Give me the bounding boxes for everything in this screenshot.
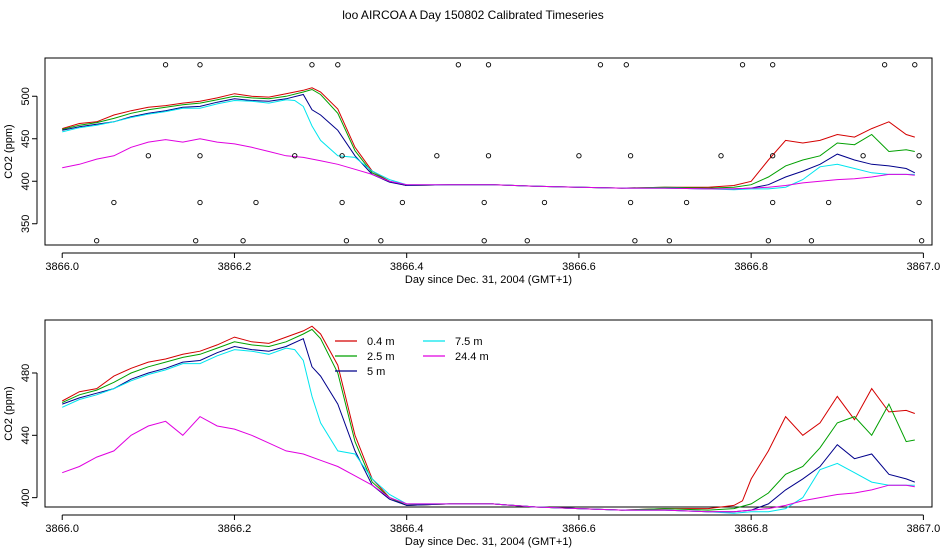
x-tick-label: 3866.4 — [390, 523, 424, 535]
sample-marker — [919, 238, 925, 244]
y-tick-label: 480 — [20, 364, 32, 382]
sample-marker — [916, 199, 922, 206]
y-tick-label: 450 — [20, 130, 32, 148]
sample-marker — [623, 62, 629, 68]
sample-marker — [145, 153, 151, 159]
sample-marker — [627, 153, 634, 159]
x-tick-label: 3866.0 — [45, 261, 79, 273]
top-plot-panel: 3866.0 3866.2 3866.4 3866.6 3866.8 3867.0 Day … — [3, 57, 941, 286]
plot-frame — [44, 57, 933, 246]
x-tick-label: 3866.4 — [390, 261, 424, 273]
series-line-7-5-m — [61, 347, 915, 514]
x-tick-label: 3866.2 — [218, 261, 252, 273]
sample-marker — [666, 238, 672, 244]
series-line-24-4-m — [62, 415, 915, 513]
sample-marker — [718, 153, 724, 159]
sample-marker — [197, 62, 203, 68]
sample-marker — [770, 62, 776, 68]
y-tick-label: 350 — [20, 215, 32, 233]
sample-marker — [597, 62, 604, 68]
y-axis-label: CO2 (ppm) — [3, 124, 15, 178]
x-tick-label: 3866.2 — [218, 523, 252, 535]
legend-label: 24.4 m — [455, 351, 489, 363]
sample-marker — [378, 238, 384, 244]
sample-marker — [309, 62, 315, 68]
sample-marker — [339, 199, 345, 206]
y-tick-label: 400 — [20, 172, 32, 190]
legend-label: 5 m — [367, 366, 385, 378]
legend-label: 0.4 m — [367, 336, 395, 348]
x-tick-label: 3867.0 — [907, 523, 941, 535]
sample-marker — [292, 153, 298, 159]
sample-marker — [434, 153, 440, 159]
sample-marker — [912, 62, 918, 68]
y-axis-label: CO2 (ppm) — [3, 386, 15, 440]
x-tick-label: 3866.8 — [734, 523, 768, 535]
page-title: loo AIRCOA A Day 150802 Calibrated Times… — [342, 8, 603, 22]
sample-marker — [162, 62, 169, 68]
series-line-0-4-m — [62, 87, 915, 189]
sample-marker — [339, 153, 345, 159]
sample-marker — [335, 62, 341, 68]
sample-marker — [541, 199, 548, 206]
y-tick-label: 440 — [20, 426, 32, 444]
y-tick-label: 400 — [20, 488, 32, 506]
sample-marker — [770, 199, 776, 206]
sample-marker — [253, 199, 259, 206]
chart-legend: 0.4 m 2.5 m 5 m 7.5 m 24.4 m — [335, 336, 489, 378]
x-tick-label: 3866.6 — [562, 261, 596, 273]
series-line-5-m — [62, 93, 916, 190]
sample-marker — [94, 238, 100, 244]
sample-marker — [455, 62, 462, 68]
sample-marker — [485, 62, 492, 68]
y-tick-label: 500 — [20, 87, 32, 105]
sample-marker — [481, 199, 487, 206]
bottom-plot-panel: 3866.0 3866.2 3866.4 3866.6 3866.8 3867.0 Day … — [3, 319, 941, 548]
sample-marker — [627, 199, 634, 206]
sample-marker — [399, 199, 406, 206]
sample-marker — [576, 153, 582, 159]
series-line-2-5-m — [62, 88, 915, 189]
sample-marker — [808, 238, 815, 244]
sample-marker — [193, 238, 199, 244]
x-tick-label: 3867.0 — [907, 261, 941, 273]
sample-marker — [197, 153, 203, 159]
sample-marker — [240, 238, 246, 244]
x-tick-label: 3866.6 — [562, 523, 596, 535]
legend-label: 2.5 m — [367, 351, 395, 363]
sample-marker — [826, 199, 832, 206]
x-tick-label: 3866.8 — [734, 261, 768, 273]
sample-marker — [739, 62, 746, 68]
sample-marker — [916, 153, 922, 159]
sample-marker — [197, 199, 203, 206]
sample-marker — [881, 62, 888, 68]
sample-marker — [860, 153, 866, 159]
sample-marker — [481, 238, 487, 244]
sample-marker — [683, 199, 690, 206]
sample-marker — [632, 238, 638, 244]
series-line-24-4-m — [62, 138, 915, 190]
legend-label: 7.5 m — [455, 336, 483, 348]
series-line-5-m — [62, 338, 915, 513]
sample-marker — [111, 199, 117, 206]
x-tick-label: 3866.0 — [45, 523, 79, 535]
x-axis-label: Day since Dec. 31, 2004 (GMT+1) — [405, 274, 572, 286]
plot-frame — [44, 319, 933, 508]
series-line-7-5-m — [62, 99, 915, 191]
sample-marker — [770, 153, 776, 159]
x-axis-label: Day since Dec. 31, 2004 (GMT+1) — [405, 536, 572, 548]
sample-marker — [343, 238, 350, 244]
sample-marker — [485, 153, 492, 159]
sample-marker — [765, 238, 772, 244]
sample-marker — [524, 238, 530, 244]
